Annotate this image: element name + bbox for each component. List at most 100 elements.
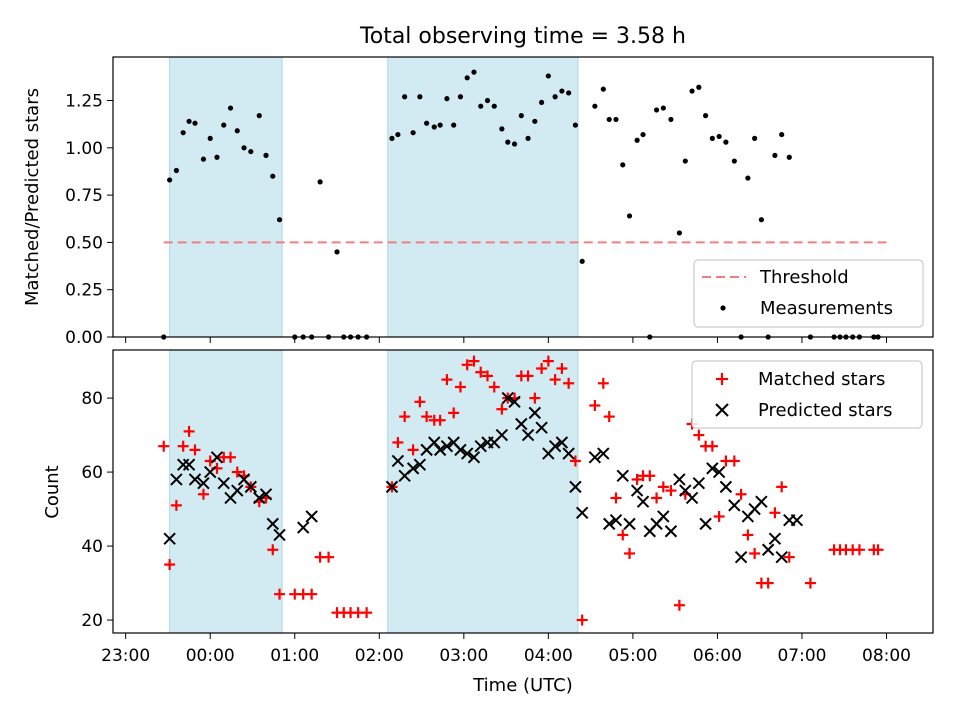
matched-marker [589,399,601,411]
matched-marker [769,507,781,519]
matched-marker [576,614,588,626]
top-y-axis: 0.00 0.25 0.50 0.75 1.00 1.25 [65,92,113,348]
x-tick-label: 23:00 [101,646,150,666]
matched-marker [323,551,335,563]
predicted-marker-b [630,484,644,497]
predicted-marker [474,439,487,453]
predicted-marker [734,550,748,564]
predicted-marker [170,473,183,486]
predicted-marker [685,491,699,505]
predicted-marker [597,447,610,460]
predicted-marker [197,476,210,490]
predicted-marker [204,465,217,479]
matched-marker [693,429,705,441]
matched-marker [728,455,740,467]
measurement-point [779,131,785,138]
measurement-point [606,116,612,123]
measurement-point [689,88,695,94]
predicted-marker [182,458,196,471]
predicted-marker-b [673,473,686,486]
predicted-marker-b [210,451,224,464]
predicted-marker [259,488,273,501]
predicted-marker [217,476,230,490]
measurement-point [758,217,764,223]
shaded-interval-1 [387,349,579,634]
predicted-marker-b [204,465,217,479]
measurement-point [499,126,505,132]
measurement-point [478,103,484,109]
x-tick-label: 05:00 [608,646,657,666]
predicted-marker-b [176,458,190,471]
predicted-marker-b [273,528,286,542]
predicted-marker [253,491,266,505]
predicted-marker-b [657,510,670,523]
matched-marker [762,577,774,589]
predicted-marker-b [244,480,258,494]
predicted-marker-b [575,506,589,519]
measurement-point [731,158,737,164]
predicted-marker [673,473,686,486]
y-tick-label: 60 [81,463,103,483]
predicted-marker-b [623,517,636,531]
predicted-marker-b [706,462,719,475]
legend-predicted-swatch [715,403,729,417]
predicted-marker-b [597,447,610,460]
matched-marker [603,411,615,423]
predicted-marker [391,454,405,468]
measurement-point [532,118,538,124]
predicted-marker-b [182,458,196,471]
measurement-point [682,158,688,164]
x-tick-label: 08:00 [862,646,911,666]
bottom-panel-frame [112,349,934,634]
predicted-marker [535,421,548,434]
predicted-marker [603,517,616,531]
x-tick-label: 02:00 [355,646,404,666]
bottom-legend-box [691,360,923,429]
matched-marker [225,451,237,463]
measurement-point [484,97,491,104]
matched-marker [231,466,243,478]
measurement-point [559,88,565,94]
predicted-marker-b [495,428,509,442]
matched-marker [783,551,795,563]
top-plot-area [161,56,887,340]
matched-marker [197,488,209,500]
measurement-point [180,130,186,136]
predicted-marker [433,443,447,457]
y-tick-label: 80 [81,389,103,409]
predicted-marker [706,462,719,475]
predicted-marker-b [454,443,467,457]
measurement-point [256,113,262,119]
x-tick-label: 03:00 [439,646,488,666]
top-panel-frame [112,56,934,338]
predicted-marker [761,543,775,556]
measurement-point [167,177,173,183]
predicted-marker-b [406,462,420,475]
matched-marker [392,436,404,448]
predicted-marker [699,517,712,531]
matched-marker [651,492,663,504]
predicted-marker [664,525,678,538]
predicted-marker-b [440,439,454,453]
measurement-point [200,156,207,162]
series-predicted-stars [163,391,804,564]
matched-marker [617,529,629,541]
legend-matched-swatch [716,373,728,385]
measurement-point [579,258,585,264]
measurement-point [227,105,234,111]
predicted-marker [495,428,509,442]
predicted-marker-b [413,458,427,471]
predicted-marker-b [734,550,748,564]
predicted-marker [755,495,768,508]
measurement-point [207,135,213,141]
predicted-marker-b [501,391,514,405]
predicted-marker-b [460,447,474,460]
predicted-marker-b [555,436,569,449]
top-legend-box [693,259,924,328]
predicted-marker [428,436,441,449]
predicted-marker [623,517,636,531]
predicted-marker [305,510,318,523]
measurement-point [395,131,401,138]
predicted-marker-b [790,513,804,527]
measurement-point [270,173,276,179]
